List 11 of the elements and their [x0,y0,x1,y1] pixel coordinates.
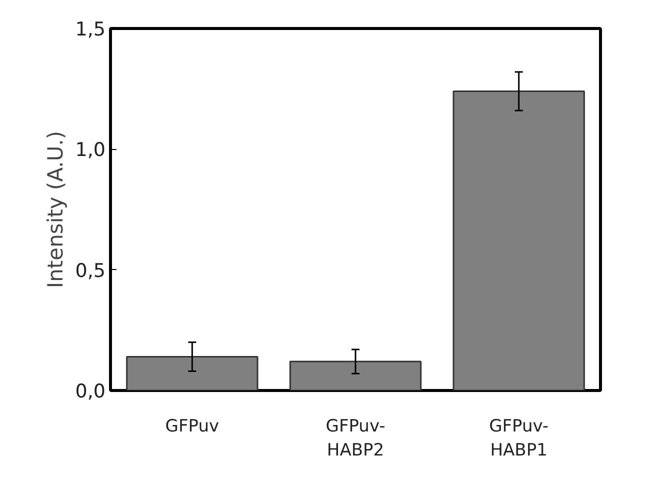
x-tick-label: GFPuv- HABP2 [326,416,386,460]
bar [289,360,422,390]
y-tick-label: 0,5 [75,260,106,282]
y-tick-label: 0,0 [75,380,106,402]
x-tick-label: GFPuv [165,416,220,436]
y-axis-title: Intensity (A.U.) [43,130,68,288]
bar [452,90,585,390]
bar [126,356,258,390]
y-tick-label: 1,5 [75,18,106,40]
y-tick-label: 1,0 [75,139,106,162]
x-tick-label: GFPuv- HABP1 [489,416,549,460]
